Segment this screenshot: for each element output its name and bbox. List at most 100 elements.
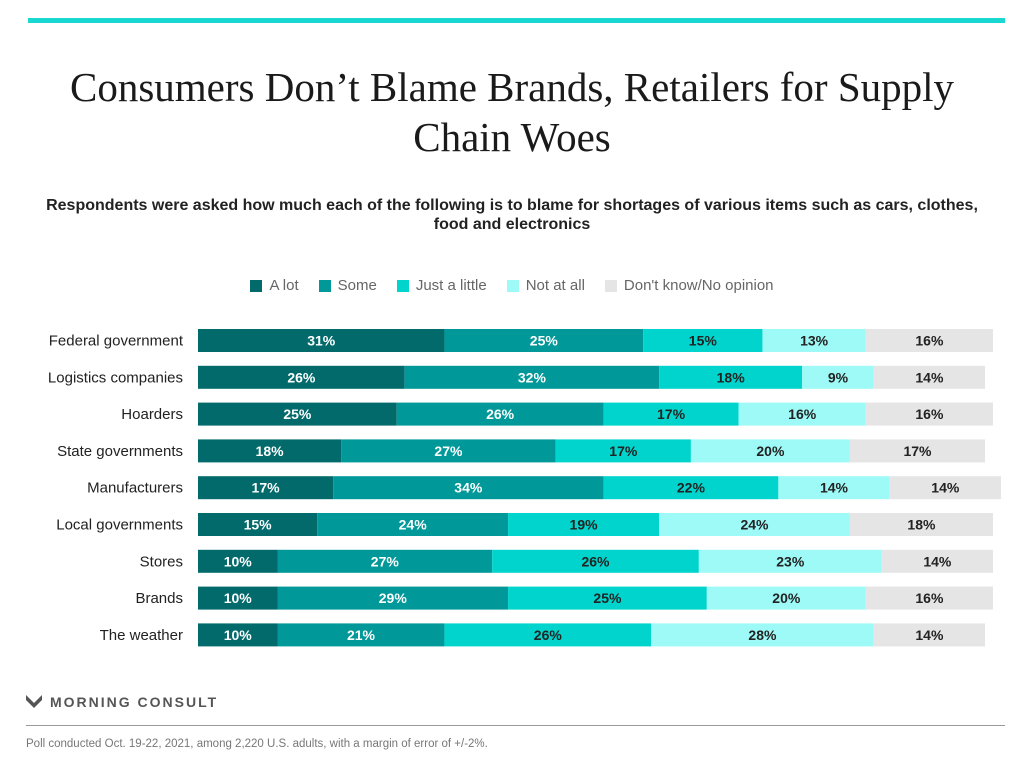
bar-segment — [198, 586, 278, 610]
category-label: Brands — [135, 590, 183, 607]
data-label: 27% — [371, 553, 400, 569]
data-label: 16% — [915, 590, 944, 606]
data-label: 24% — [740, 517, 769, 533]
bar-segment — [881, 549, 993, 573]
data-label: 17% — [252, 480, 281, 496]
data-label: 26% — [534, 627, 563, 643]
legend-item: Not at all — [506, 277, 585, 294]
legend-item: Don't know/No opinion — [604, 277, 774, 294]
bar-segment — [651, 623, 874, 647]
bar-segment — [277, 549, 493, 573]
chart-title: Consumers Don’t Blame Brands, Retailers … — [69, 64, 955, 160]
footer-rule — [26, 725, 1005, 726]
data-label: 14% — [923, 553, 952, 569]
bar-segment — [277, 586, 509, 610]
bar-segment — [198, 402, 397, 426]
data-label: 20% — [772, 590, 801, 606]
bar-segment — [508, 513, 660, 536]
top-rule — [28, 18, 1005, 23]
legend-swatch — [506, 279, 519, 292]
data-label: 15% — [244, 517, 273, 533]
bar-segment — [659, 365, 803, 389]
legend-item: A lot — [250, 277, 299, 294]
legend-item: Just a little — [396, 277, 487, 294]
bar-segment — [555, 439, 691, 463]
data-label: 14% — [820, 480, 849, 496]
data-label: 24% — [399, 517, 428, 533]
data-label: 16% — [915, 406, 944, 422]
bar-segment — [865, 329, 993, 352]
bar-segment — [778, 476, 890, 500]
footnote: Poll conducted Oct. 19-22, 2021, among 2… — [26, 738, 488, 750]
data-label: 32% — [518, 369, 547, 385]
data-label: 25% — [593, 590, 622, 606]
data-label: 10% — [224, 627, 253, 643]
bar-segment — [849, 439, 986, 463]
data-label: 28% — [748, 627, 777, 643]
bar-segment — [738, 402, 866, 426]
legend: A lot Some Just a little Not at all Don't kn… — [0, 277, 1024, 294]
morning-consult-logo-icon — [26, 695, 42, 708]
data-label: 16% — [788, 406, 817, 422]
data-label: 17% — [657, 406, 686, 422]
data-label: 18% — [256, 443, 285, 459]
bar-segment — [198, 623, 278, 647]
bar-segment — [508, 586, 707, 610]
data-label: 13% — [800, 333, 829, 349]
data-label: 34% — [454, 480, 483, 496]
bar-segment — [198, 476, 334, 500]
category-label: The weather — [100, 627, 183, 644]
bar-segment — [762, 329, 866, 352]
data-label: 27% — [434, 443, 463, 459]
bar-segment — [444, 329, 644, 352]
legend-swatch — [318, 279, 331, 292]
data-label: 18% — [907, 517, 936, 533]
legend-label: Some — [337, 277, 377, 294]
legend-label: A lot — [269, 277, 299, 294]
data-label: 10% — [224, 590, 253, 606]
bar-segment — [849, 513, 993, 536]
data-label: 31% — [307, 333, 336, 349]
bar-segment — [198, 439, 342, 463]
bar-segment — [659, 513, 850, 536]
category-label: Local governments — [56, 517, 183, 534]
category-label: Manufacturers — [87, 480, 183, 497]
bar-segment — [198, 329, 445, 352]
legend-swatch — [250, 279, 263, 292]
bar-segment — [698, 549, 882, 573]
bar-segment — [873, 623, 986, 647]
data-label: 17% — [903, 443, 932, 459]
legend-swatch — [396, 279, 409, 292]
data-label: 23% — [776, 553, 805, 569]
bar-segment — [889, 476, 1001, 500]
data-label: 20% — [756, 443, 785, 459]
category-label: Logistics companies — [48, 369, 183, 386]
legend-label: Just a little — [415, 277, 487, 294]
legend-item: Some — [318, 277, 377, 294]
legend-swatch — [604, 279, 617, 292]
category-label: Stores — [140, 553, 183, 570]
data-label: 25% — [283, 406, 312, 422]
data-label: 18% — [717, 369, 746, 385]
bar-segment — [603, 402, 739, 426]
brand-name: MORNING CONSULT — [50, 694, 219, 710]
legend-label: Don't know/No opinion — [623, 277, 774, 294]
bar-segment — [317, 513, 509, 536]
data-label: 26% — [581, 553, 610, 569]
data-label: 10% — [224, 553, 253, 569]
data-label: 14% — [931, 480, 960, 496]
bar-segment — [198, 549, 278, 573]
data-label: 26% — [486, 406, 515, 422]
bar-segment — [333, 476, 604, 500]
bar-segment — [643, 329, 763, 352]
data-label: 17% — [609, 443, 638, 459]
category-label: Federal government — [49, 333, 184, 350]
data-label: 26% — [287, 369, 316, 385]
bar-segment — [404, 365, 660, 389]
data-label: 16% — [915, 333, 944, 349]
bar-segment — [198, 365, 405, 389]
data-label: 25% — [530, 333, 559, 349]
bar-segment — [603, 476, 779, 500]
data-label: 29% — [379, 590, 408, 606]
